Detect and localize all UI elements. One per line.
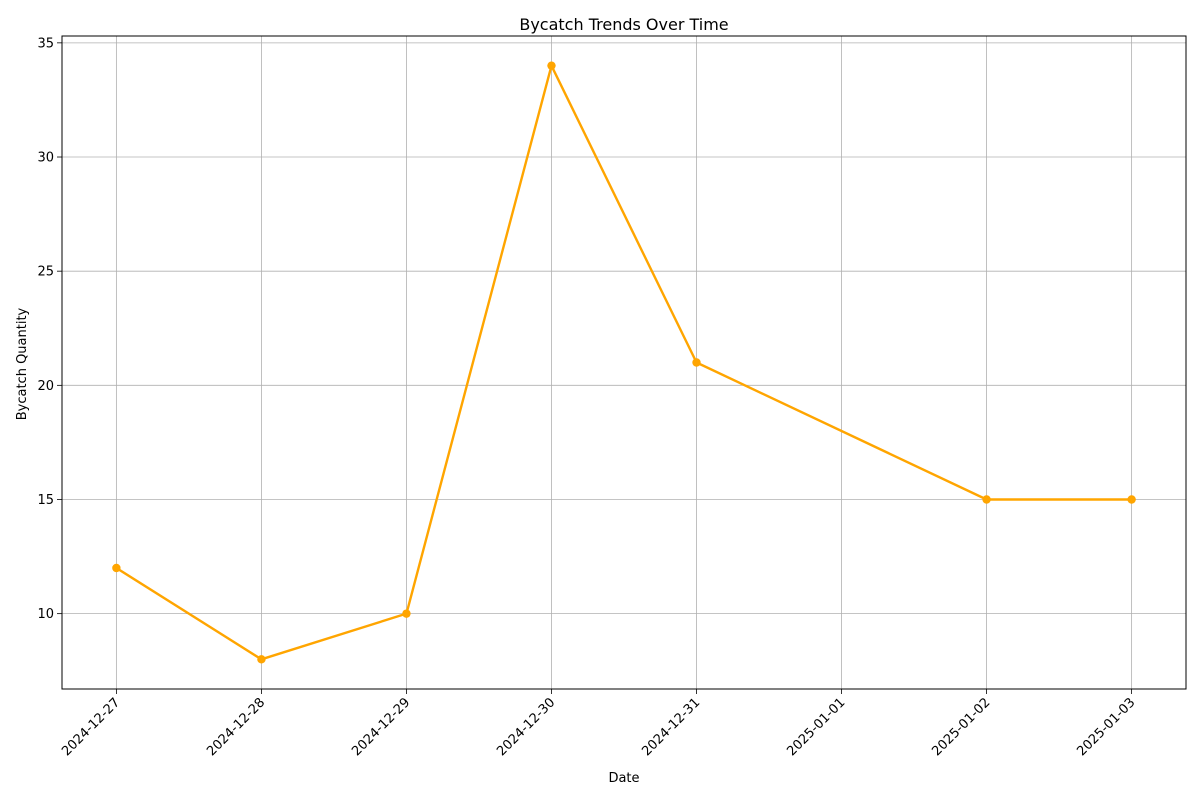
data-point	[982, 495, 991, 504]
y-tick-label: 10	[37, 607, 54, 622]
y-tick-label: 25	[37, 265, 54, 280]
data-point	[1127, 495, 1136, 504]
y-tick-label: 35	[37, 36, 54, 51]
grid	[62, 36, 1186, 689]
x-axis-label: Date	[608, 771, 639, 786]
data-point	[402, 609, 411, 618]
x-axis: 2024-12-27 2024-12-28 2024-12-29 2024-12-30…	[59, 689, 1138, 759]
x-tick-label: 2024-12-27	[59, 695, 123, 759]
x-tick-label: 2024-12-31	[639, 695, 703, 759]
series-layer	[112, 61, 1136, 664]
data-point	[547, 61, 556, 70]
x-tick-label: 2025-01-02	[929, 695, 993, 759]
data-point	[692, 358, 701, 367]
y-tick-label: 30	[37, 151, 54, 166]
y-axis: 10 15 20 25 30 35	[37, 36, 62, 622]
chart-title: Bycatch Trends Over Time	[519, 15, 728, 34]
x-tick-label: 2025-01-03	[1074, 695, 1138, 759]
y-tick-label: 15	[37, 493, 54, 508]
x-tick-label: 2025-01-01	[784, 695, 848, 759]
x-tick-label: 2024-12-28	[204, 695, 268, 759]
series-line	[114, 64, 1133, 661]
x-tick-label: 2024-12-29	[349, 695, 413, 759]
y-axis-label: Bycatch Quantity	[15, 307, 30, 420]
data-point	[112, 563, 121, 573]
x-tick-label: 2024-12-30	[494, 695, 558, 759]
data-point	[257, 655, 266, 664]
y-tick-label: 20	[37, 379, 54, 394]
plot-frame	[61, 35, 1187, 690]
